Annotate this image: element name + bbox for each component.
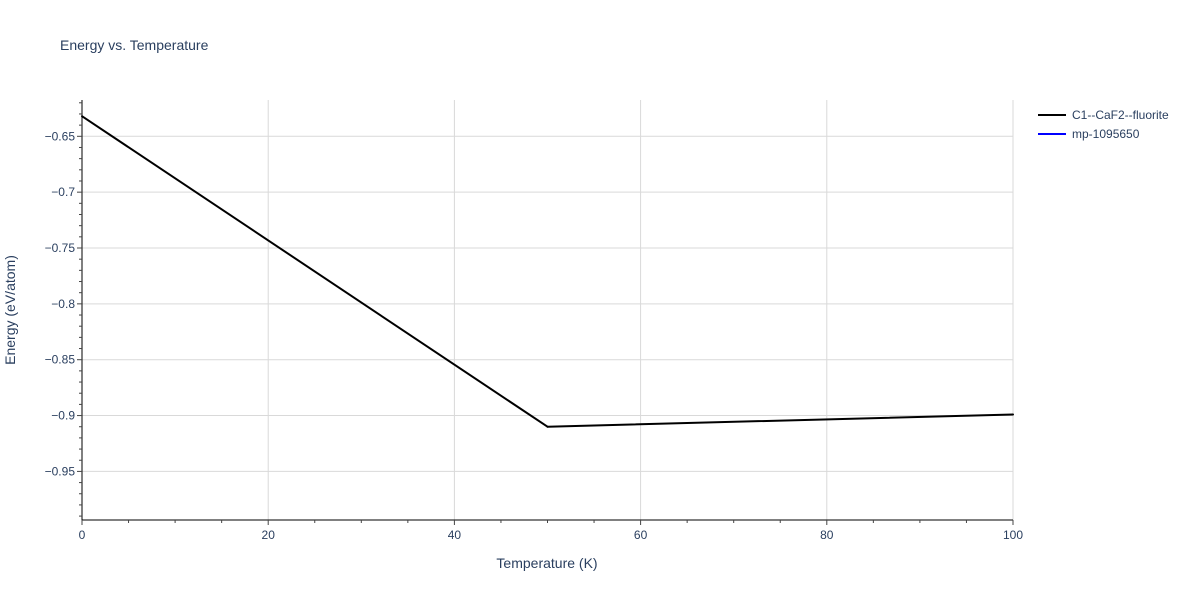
axes: 0 20 40 60 80 100 −0.65 −0.7 −0.75 −0.8 −0.85 −0.9 −… <box>45 100 1023 542</box>
gridlines <box>82 100 1014 520</box>
y-tick-label: −0.7 <box>51 185 75 199</box>
x-tick-label: 20 <box>262 528 276 542</box>
legend-label: C1--CaF2--fluorite <box>1072 108 1169 122</box>
legend[interactable]: C1--CaF2--fluorite mp-1095650 <box>1038 108 1169 141</box>
series-0-point <box>81 115 83 118</box>
series-line-0 <box>81 115 1014 428</box>
legend-label: mp-1095650 <box>1072 127 1140 141</box>
y-tick-label: −0.65 <box>45 129 76 143</box>
x-tick-label: 60 <box>634 528 648 542</box>
y-tick-label: −0.75 <box>45 241 76 255</box>
y-tick-label: −0.8 <box>51 297 75 311</box>
x-tick-label: 100 <box>1003 528 1023 542</box>
y-tick-label: −0.95 <box>45 464 76 478</box>
series-0-point <box>546 425 549 428</box>
legend-item[interactable]: C1--CaF2--fluorite <box>1038 108 1169 122</box>
x-tick-label: 40 <box>448 528 462 542</box>
series-0-point <box>1012 413 1014 416</box>
legend-item[interactable]: mp-1095650 <box>1038 127 1140 141</box>
plot-series <box>81 115 1014 428</box>
y-tick-label: −0.9 <box>51 409 75 423</box>
x-axis-title: Temperature (K) <box>496 555 597 571</box>
x-tick-label: 0 <box>79 528 86 542</box>
x-tick-label: 80 <box>820 528 834 542</box>
chart-title: Energy vs. Temperature <box>60 37 209 53</box>
y-axis-title: Energy (eV/atom) <box>2 255 18 365</box>
y-tick-label: −0.85 <box>45 353 76 367</box>
